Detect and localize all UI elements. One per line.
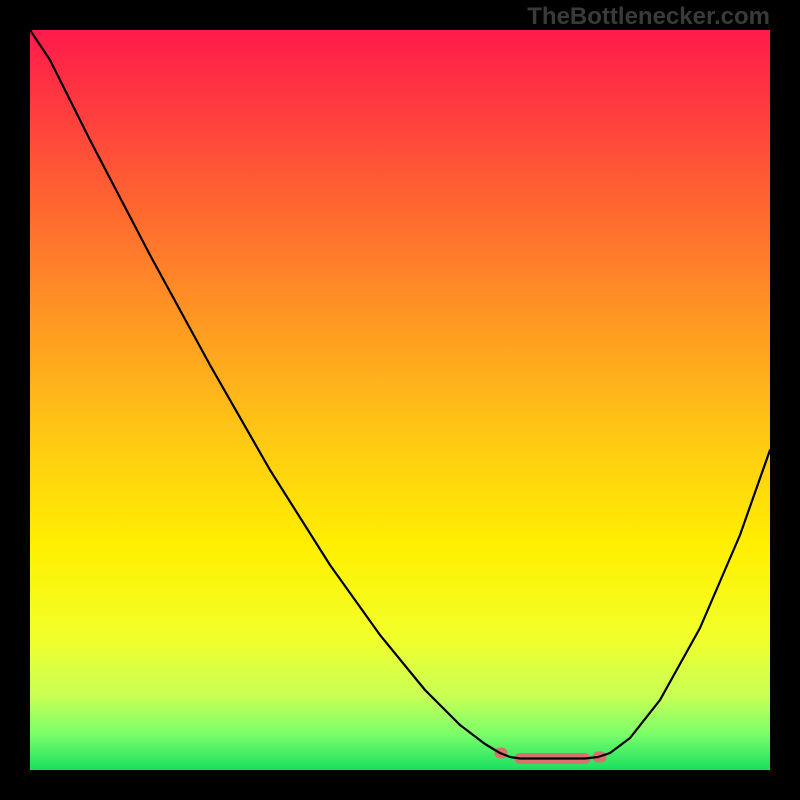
chart-svg xyxy=(0,0,800,800)
bottleneck-chart: TheBottlenecker.com xyxy=(0,0,800,800)
watermark-text: TheBottlenecker.com xyxy=(527,3,770,31)
